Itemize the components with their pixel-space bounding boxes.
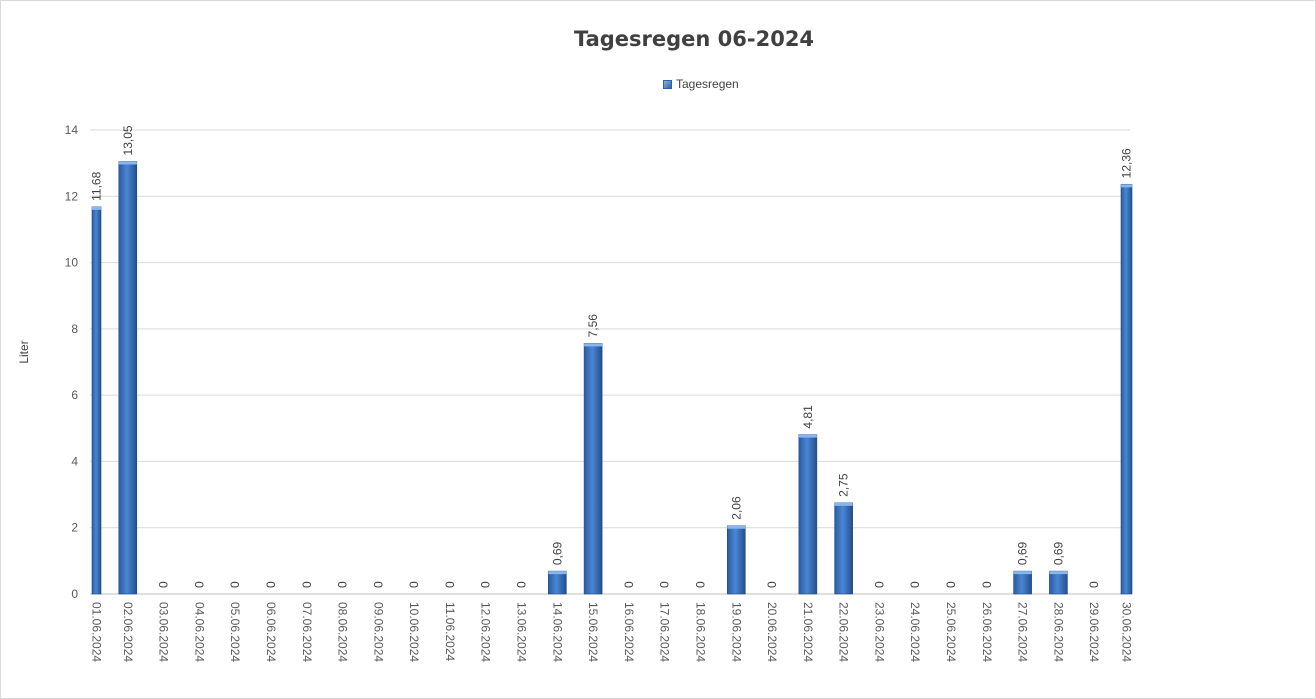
data-label-12.06.2024: 0 (479, 581, 493, 588)
x-tick-label-29.06.2024: 29.06.2024 (1087, 602, 1101, 662)
x-tick-label-13.06.2024: 13.06.2024 (515, 602, 529, 662)
data-label-05.06.2024: 0 (228, 581, 242, 588)
data-label-24.06.2024: 0 (908, 581, 922, 588)
x-tick-label-04.06.2024: 04.06.2024 (192, 602, 206, 662)
x-tick-label-21.06.2024: 21.06.2024 (801, 602, 815, 662)
y-tick-label-10: 10 (65, 256, 79, 270)
chart-legend: Tagesregen (663, 77, 739, 91)
x-tick-label-05.06.2024: 05.06.2024 (228, 602, 242, 662)
x-tick-label-11.06.2024: 11.06.2024 (443, 602, 457, 661)
data-label-28.06.2024: 0,69 (1051, 541, 1065, 565)
y-tick-label-8: 8 (71, 322, 78, 336)
data-label-18.06.2024: 0 (693, 581, 707, 588)
chart-title: Tagesregen 06-2024 (573, 27, 815, 51)
x-tick-label-19.06.2024: 19.06.2024 (729, 602, 743, 662)
data-label-27.06.2024: 0,69 (1016, 541, 1030, 565)
y-tick-label-2: 2 (71, 521, 78, 535)
data-label-17.06.2024: 0 (658, 581, 672, 588)
x-tick-label-09.06.2024: 09.06.2024 (371, 602, 385, 662)
x-tick-label-15.06.2024: 15.06.2024 (586, 602, 600, 662)
bar-top-19.06.2024 (727, 525, 746, 529)
x-tick-label-17.06.2024: 17.06.2024 (658, 602, 672, 662)
x-tick-label-25.06.2024: 25.06.2024 (944, 602, 958, 662)
bar-19.06.2024 (726, 525, 746, 595)
y-tick-label-0: 0 (71, 587, 78, 601)
x-tick-label-24.06.2024: 24.06.2024 (908, 602, 922, 662)
x-tick-label-23.06.2024: 23.06.2024 (872, 602, 886, 662)
x-tick-label-12.06.2024: 12.06.2024 (479, 602, 493, 662)
data-label-19.06.2024: 2,06 (729, 496, 743, 520)
x-tick-label-26.06.2024: 26.06.2024 (980, 602, 994, 662)
bar-01.06.2024 (91, 206, 102, 595)
bar-15.06.2024 (583, 343, 603, 595)
data-label-14.06.2024: 0,69 (550, 541, 564, 565)
data-label-11.06.2024: 0 (443, 581, 457, 588)
legend-swatch-tagesregen (663, 79, 672, 89)
y-tick-label-6: 6 (71, 388, 78, 402)
data-label-08.06.2024: 0 (336, 581, 350, 588)
y-tick-label-14: 14 (65, 123, 79, 137)
bar-top-28.06.2024 (1049, 571, 1068, 575)
data-label-21.06.2024: 4,81 (801, 405, 815, 429)
x-tick-label-18.06.2024: 18.06.2024 (693, 602, 707, 662)
data-label-01.06.2024: 11,68 (90, 171, 104, 200)
legend-label-tagesregen: Tagesregen (676, 77, 739, 91)
data-label-22.06.2024: 2,75 (837, 473, 851, 497)
data-label-25.06.2024: 0 (944, 581, 958, 588)
bar-top-21.06.2024 (798, 434, 817, 438)
data-label-13.06.2024: 0 (515, 581, 529, 588)
data-label-06.06.2024: 0 (264, 581, 278, 588)
bar-28.06.2024 (1049, 570, 1068, 595)
bar-22.06.2024 (834, 502, 853, 595)
data-label-29.06.2024: 0 (1087, 581, 1101, 588)
bar-top-27.06.2024 (1013, 571, 1032, 575)
bar-top-02.06.2024 (118, 161, 137, 165)
bar-27.06.2024 (1013, 570, 1032, 595)
x-tick-label-02.06.2024: 02.06.2024 (121, 602, 135, 662)
data-label-16.06.2024: 0 (622, 581, 636, 588)
data-label-30.06.2024: 12,36 (1120, 148, 1134, 178)
bar-top-22.06.2024 (834, 502, 853, 506)
x-tick-label-20.06.2024: 20.06.2024 (765, 602, 779, 662)
x-tick-label-27.06.2024: 27.06.2024 (1016, 602, 1030, 662)
y-tick-label-12: 12 (65, 189, 79, 203)
x-tick-label-16.06.2024: 16.06.2024 (622, 602, 636, 662)
data-label-03.06.2024: 0 (157, 581, 171, 588)
x-tick-label-14.06.2024: 14.06.2024 (550, 602, 564, 662)
bar-14.06.2024 (548, 570, 567, 595)
bar-02.06.2024 (118, 161, 138, 595)
x-tick-label-01.06.2024: 01.06.2024 (90, 602, 104, 662)
data-label-20.06.2024: 0 (765, 581, 779, 588)
data-label-23.06.2024: 0 (872, 581, 886, 588)
x-tick-label-28.06.2024: 28.06.2024 (1051, 602, 1065, 662)
bar-top-01.06.2024 (92, 206, 101, 210)
x-tick-label-07.06.2024: 07.06.2024 (300, 602, 314, 662)
x-tick-label-08.06.2024: 08.06.2024 (336, 602, 350, 662)
x-tick-label-30.06.2024: 30.06.2024 (1120, 602, 1134, 662)
data-label-02.06.2024: 13,05 (121, 125, 135, 155)
bar-30.06.2024 (1120, 184, 1133, 595)
data-label-15.06.2024: 7,56 (586, 314, 600, 338)
y-tick-label-4: 4 (71, 454, 78, 468)
data-label-07.06.2024: 0 (300, 581, 314, 588)
x-tick-label-03.06.2024: 03.06.2024 (157, 602, 171, 662)
bar-top-15.06.2024 (584, 343, 603, 347)
data-label-09.06.2024: 0 (371, 581, 385, 588)
bar-21.06.2024 (798, 434, 818, 595)
data-label-04.06.2024: 0 (192, 581, 206, 588)
bar-top-14.06.2024 (548, 571, 567, 575)
bar-top-30.06.2024 (1121, 184, 1132, 188)
x-tick-label-06.06.2024: 06.06.2024 (264, 602, 278, 662)
data-label-10.06.2024: 0 (407, 581, 421, 588)
x-tick-label-22.06.2024: 22.06.2024 (837, 602, 851, 662)
x-tick-label-10.06.2024: 10.06.2024 (407, 602, 421, 662)
data-label-26.06.2024: 0 (980, 581, 994, 588)
